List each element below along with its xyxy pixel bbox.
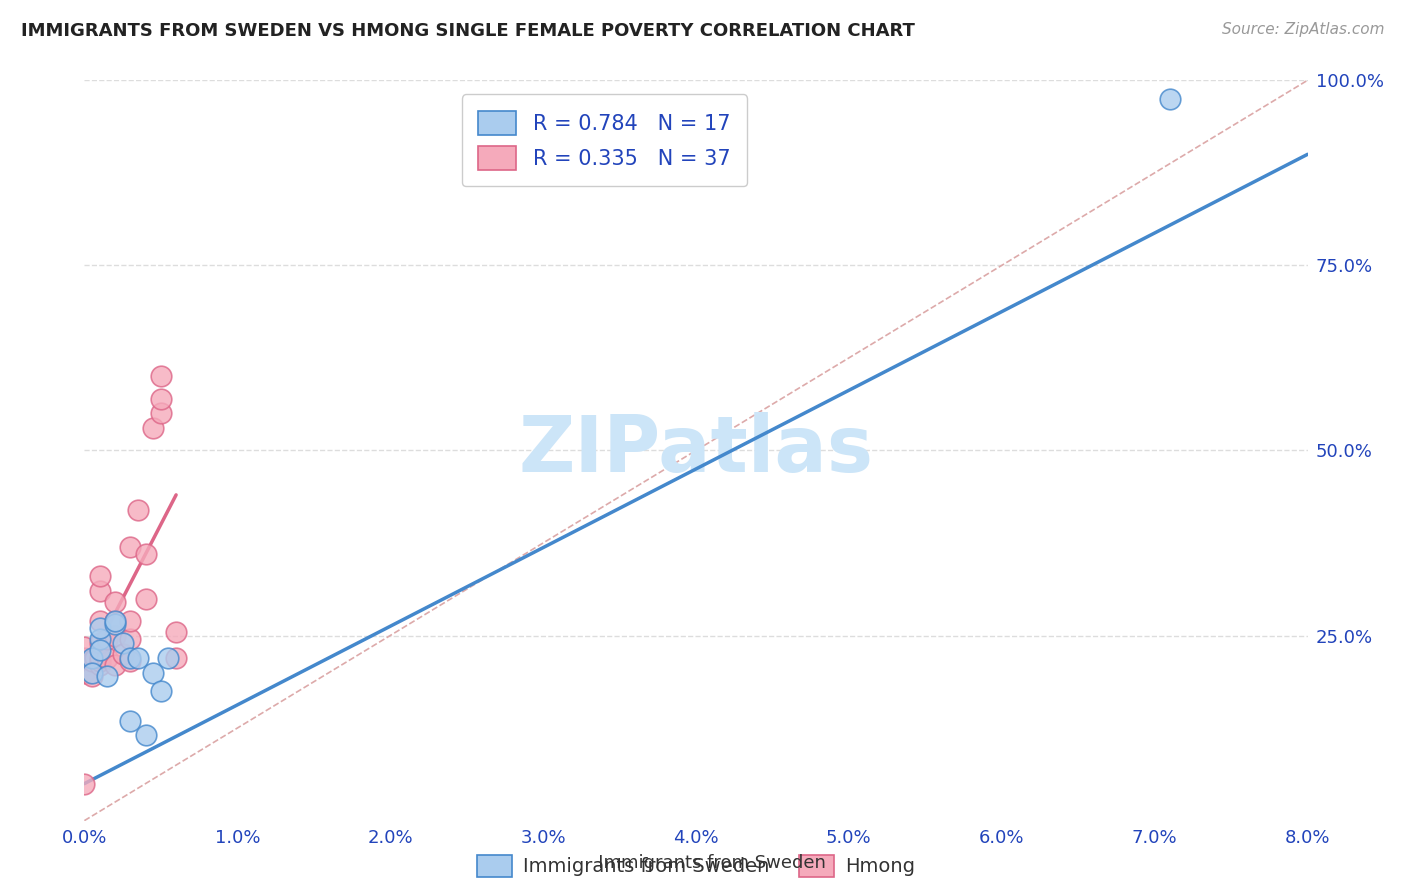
Point: [80, 650, 103, 665]
Point: [104, 617, 127, 632]
Point: [77, 665, 100, 680]
Point: [73, 655, 96, 669]
Point: [165, 650, 187, 665]
Point: [73, 640, 96, 654]
Text: ZIPatlas: ZIPatlas: [519, 412, 873, 489]
Point: [73, 776, 96, 791]
Point: [89, 655, 111, 669]
Point: [135, 591, 157, 606]
Point: [127, 502, 149, 516]
Point: [104, 614, 127, 628]
Point: [104, 614, 127, 628]
Point: [120, 632, 142, 647]
Point: [89, 658, 111, 673]
Point: [84, 650, 107, 665]
Point: [89, 636, 111, 650]
Point: [89, 650, 111, 665]
Point: [111, 636, 134, 650]
Point: [142, 665, 165, 680]
Point: [89, 584, 111, 599]
Point: [89, 569, 111, 583]
Point: [120, 655, 142, 669]
Text: IMMIGRANTS FROM SWEDEN VS HMONG SINGLE FEMALE POVERTY CORRELATION CHART: IMMIGRANTS FROM SWEDEN VS HMONG SINGLE F…: [21, 22, 915, 40]
Point: [165, 624, 187, 639]
Point: [80, 655, 103, 669]
Point: [135, 729, 157, 743]
Point: [73, 665, 96, 680]
Point: [104, 628, 127, 642]
Point: [73, 650, 96, 665]
Point: [111, 647, 134, 661]
Point: [104, 658, 127, 673]
Point: [104, 595, 127, 609]
Point: [96, 632, 118, 647]
Point: [120, 650, 142, 665]
Point: [142, 421, 165, 435]
Point: [149, 369, 172, 384]
Point: [89, 614, 111, 628]
Point: [157, 650, 180, 665]
Point: [120, 614, 142, 628]
Point: [96, 669, 118, 683]
Point: [1159, 92, 1181, 106]
Text: Immigrants from Sweden: Immigrants from Sweden: [581, 855, 825, 872]
Point: [149, 684, 172, 698]
Point: [89, 632, 111, 647]
Point: [149, 392, 172, 406]
Legend: Immigrants from Sweden, Hmong: Immigrants from Sweden, Hmong: [468, 847, 924, 885]
Point: [120, 540, 142, 554]
Point: [80, 669, 103, 683]
Point: [89, 643, 111, 657]
Point: [89, 621, 111, 635]
Point: [135, 547, 157, 561]
Point: [120, 714, 142, 728]
Text: Source: ZipAtlas.com: Source: ZipAtlas.com: [1222, 22, 1385, 37]
Point: [127, 650, 149, 665]
Point: [96, 650, 118, 665]
Point: [80, 665, 103, 680]
Point: [149, 407, 172, 421]
Point: [73, 658, 96, 673]
